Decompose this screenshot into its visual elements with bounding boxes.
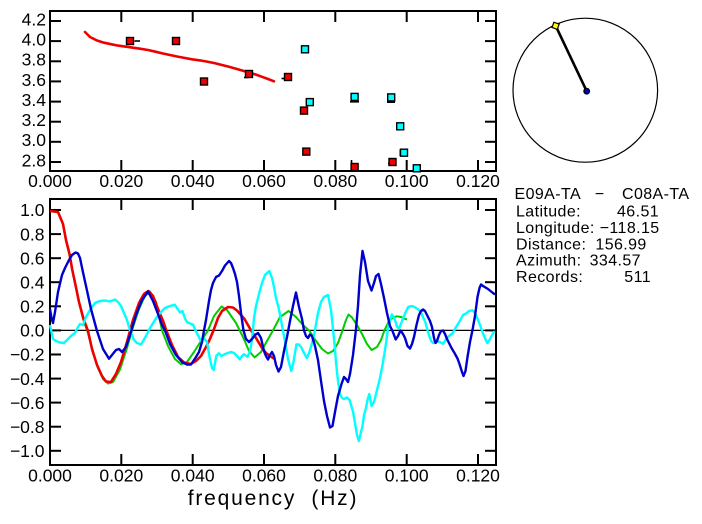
svg-text:0.120: 0.120 (456, 466, 500, 486)
svg-text:1.0: 1.0 (20, 200, 45, 220)
svg-text:0.0: 0.0 (20, 321, 45, 341)
svg-text:3.2: 3.2 (22, 110, 46, 130)
svg-text:Longitude:: Longitude: (516, 220, 595, 237)
svg-text:3.8: 3.8 (22, 50, 46, 70)
svg-text:E09A-TA: E09A-TA (515, 186, 582, 203)
svg-text:0.120: 0.120 (456, 171, 500, 191)
svg-text:334.57: 334.57 (590, 253, 641, 270)
svg-text:3.0: 3.0 (22, 130, 47, 150)
svg-text:156.99: 156.99 (595, 236, 646, 253)
svg-text:0.000: 0.000 (28, 171, 72, 191)
svg-text:0.020: 0.020 (99, 171, 143, 191)
svg-text:0.100: 0.100 (385, 466, 429, 486)
svg-text:0.080: 0.080 (313, 466, 357, 486)
svg-text:4.2: 4.2 (22, 9, 46, 29)
svg-text:0.040: 0.040 (171, 466, 215, 486)
svg-text:3.4: 3.4 (22, 90, 47, 110)
svg-text:0.100: 0.100 (385, 171, 429, 191)
svg-text:0.060: 0.060 (242, 466, 286, 486)
svg-text:0.8: 0.8 (20, 224, 44, 244)
svg-text:0.020: 0.020 (99, 466, 143, 486)
svg-text:Latitude:: Latitude: (516, 204, 581, 221)
svg-text:0.080: 0.080 (313, 171, 357, 191)
svg-text:4.0: 4.0 (22, 30, 47, 50)
svg-text:Azimuth:: Azimuth: (516, 253, 581, 270)
svg-text:511: 511 (624, 269, 651, 286)
svg-text:Records:: Records: (516, 269, 583, 286)
svg-text:0.060: 0.060 (242, 171, 286, 191)
svg-text:0.2: 0.2 (20, 297, 44, 317)
svg-text:C08A-TA: C08A-TA (622, 186, 689, 203)
svg-text:−0.2: −0.2 (10, 345, 45, 365)
svg-text:0.6: 0.6 (20, 248, 44, 268)
svg-text:0.4: 0.4 (20, 272, 45, 292)
svg-text:0.040: 0.040 (171, 171, 215, 191)
svg-text:−118.15: −118.15 (600, 220, 660, 237)
svg-text:0.000: 0.000 (28, 466, 72, 486)
svg-text:46.51: 46.51 (617, 204, 659, 221)
svg-text:−0.8: −0.8 (10, 417, 45, 437)
svg-text:frequency (Hz): frequency (Hz) (188, 487, 359, 510)
svg-text:3.6: 3.6 (22, 70, 46, 90)
svg-text:−1.0: −1.0 (10, 441, 45, 461)
svg-text:2.8: 2.8 (22, 150, 46, 170)
svg-text:−: − (595, 186, 605, 203)
svg-text:−0.4: −0.4 (10, 369, 45, 389)
svg-text:Distance:: Distance: (516, 236, 586, 253)
svg-text:−0.6: −0.6 (10, 393, 45, 413)
